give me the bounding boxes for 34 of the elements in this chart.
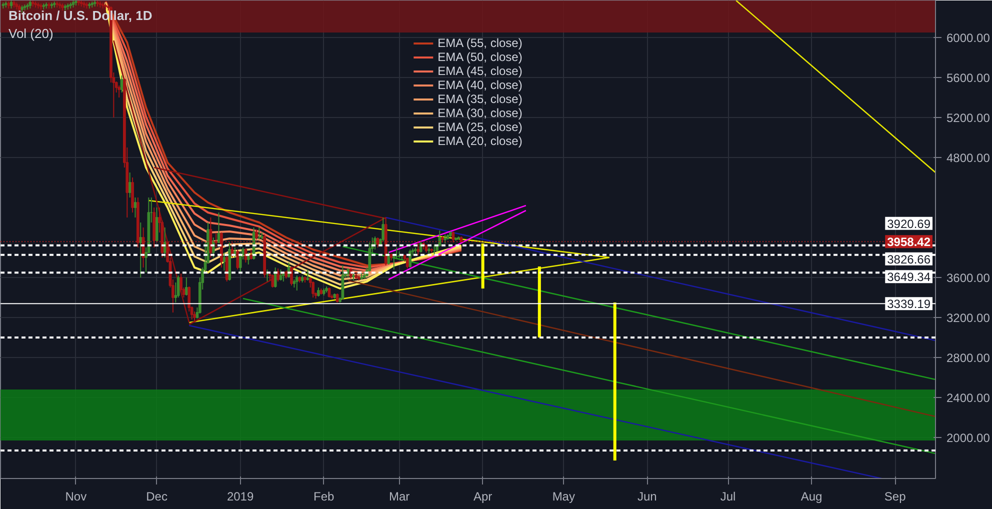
ref-line-label: 3958.42: [887, 235, 931, 250]
x-tick-label: Jun: [638, 490, 657, 504]
legend-label: EMA (35, close): [438, 92, 522, 106]
legend-label: EMA (25, close): [438, 120, 522, 134]
ref-line-label: 3339.19: [887, 297, 931, 312]
ref-line-label: 3649.34: [887, 270, 931, 284]
y-tick-label: 3200.00: [946, 311, 990, 325]
x-tick-label: Nov: [65, 490, 87, 504]
legend-label: EMA (20, close): [438, 134, 522, 148]
y-tick-label: 2800.00: [946, 351, 990, 365]
y-tick-label: 6000.00: [946, 31, 990, 45]
x-tick-label: Aug: [800, 490, 822, 504]
ref-line-label: 3826.66: [887, 252, 931, 266]
x-tick-label: May: [552, 490, 575, 504]
legend-label: EMA (55, close): [438, 36, 522, 50]
annotation: Vol (20): [8, 26, 54, 41]
y-tick-label: 5600.00: [946, 71, 990, 85]
ref-line-label: 3920.69: [887, 216, 931, 231]
x-tick-label: Feb: [314, 490, 335, 504]
y-tick-label: 4800.00: [946, 151, 990, 165]
y-tick-label: 2000.00: [946, 431, 990, 445]
x-tick-label: 2019: [226, 490, 254, 504]
legend-label: EMA (30, close): [438, 106, 522, 120]
x-tick-label: Jul: [720, 490, 736, 504]
y-tick-label: 3600.00: [946, 271, 990, 285]
x-tick-label: Apr: [473, 490, 492, 504]
legend-label: EMA (40, close): [438, 78, 522, 92]
y-tick-label: 5200.00: [946, 111, 990, 125]
y-tick-label: 2400.00: [946, 391, 990, 405]
x-tick-label: Dec: [146, 490, 168, 504]
legend-label: EMA (50, close): [438, 50, 522, 64]
x-tick-label: Sep: [884, 490, 906, 504]
legend-label: EMA (45, close): [438, 64, 522, 78]
x-tick-label: Mar: [388, 490, 410, 504]
